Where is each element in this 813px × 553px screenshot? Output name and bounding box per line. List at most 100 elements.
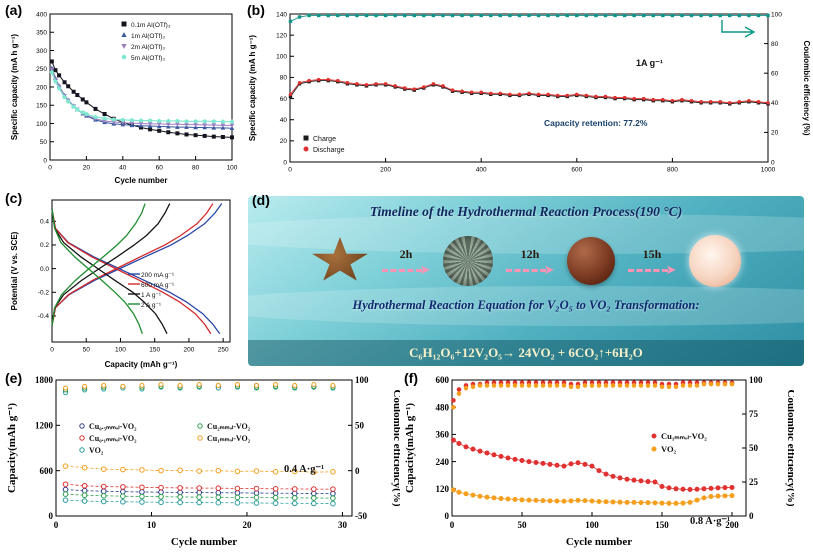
svg-text:Coulombic efficiency (%): Coulombic efficiency (%) [802, 40, 810, 135]
svg-text:120: 120 [276, 32, 287, 39]
step-2h-label: 2h [399, 247, 413, 261]
svg-text:200 mA g⁻¹: 200 mA g⁻¹ [141, 272, 175, 279]
svg-text:0: 0 [50, 347, 54, 354]
svg-text:Discharge: Discharge [313, 147, 345, 154]
svg-text:Cycle number: Cycle number [171, 536, 237, 548]
svg-text:1A g⁻¹: 1A g⁻¹ [636, 58, 663, 68]
svg-text:-50: -50 [355, 511, 367, 521]
svg-text:0: 0 [445, 511, 450, 521]
svg-text:480: 480 [436, 402, 450, 412]
step-12h-label: 12h [520, 247, 540, 261]
svg-text:Capacity(mAh g⁻¹): Capacity(mAh g⁻¹) [6, 403, 18, 493]
svg-text:600: 600 [40, 466, 54, 476]
svg-text:200: 200 [36, 84, 47, 91]
svg-text:Cu₁ₘₘₒₗ-VO₂: Cu₁ₘₘₒₗ-VO₂ [207, 434, 251, 443]
svg-text:0: 0 [283, 159, 287, 166]
step-2h: 2h ➤ [375, 247, 437, 277]
svg-text:40: 40 [771, 100, 779, 107]
svg-text:Capacity retention: 77.2%: Capacity retention: 77.2% [544, 118, 648, 128]
microsphere-intermediate-image [567, 237, 615, 285]
svg-text:Cycle number: Cycle number [566, 536, 632, 548]
svg-text:25: 25 [749, 477, 759, 487]
svg-text:350: 350 [36, 30, 47, 37]
panel-f-chart: 0 50 100 150 200 0 120 240 360 480 600 0 25 50 75 100 Cy… [402, 372, 797, 553]
svg-text:Coulombic efficiency(%): Coulombic efficiency(%) [785, 390, 794, 507]
svg-text:10: 10 [147, 520, 157, 530]
svg-text:60: 60 [156, 165, 164, 172]
svg-text:Specific capacity (mA h g⁻¹): Specific capacity (mA h g⁻¹) [10, 34, 19, 141]
svg-text:VO₂: VO₂ [661, 444, 677, 454]
equation-band: C₆H₁₂O₆+12V₂O₅→ 24VO₂ + 6CO₂↑+6H₂O [248, 340, 804, 366]
panel-e-label: (e) [5, 370, 23, 386]
panel-f-label: (f) [404, 370, 418, 386]
svg-text:60: 60 [280, 96, 288, 103]
svg-text:100: 100 [749, 375, 763, 385]
svg-text:80: 80 [771, 41, 779, 48]
svg-text:140: 140 [276, 11, 287, 18]
panel-c-label: (c) [5, 190, 23, 206]
svg-text:40: 40 [280, 117, 288, 124]
svg-text:VO₂: VO₂ [89, 446, 104, 455]
svg-text:Capacity(mAh g⁻¹): Capacity(mAh g⁻¹) [404, 403, 416, 493]
svg-text:100: 100 [115, 347, 126, 354]
svg-text:-0.4: -0.4 [38, 313, 50, 320]
svg-text:1m Al(OTf)₃: 1m Al(OTf)₃ [131, 33, 165, 40]
svg-text:0.4 A·g⁻¹: 0.4 A·g⁻¹ [284, 464, 324, 475]
flower-product-image [689, 235, 741, 287]
illustration-title: Timeline of the Hydrothermal Reaction Pr… [369, 204, 683, 219]
svg-text:1800: 1800 [35, 375, 54, 385]
svg-text:Cu₀.₁ₘₘₒₗ-VO₂: Cu₀.₁ₘₘₒₗ-VO₂ [89, 434, 137, 443]
svg-text:50: 50 [518, 520, 528, 530]
svg-text:200: 200 [380, 167, 391, 174]
svg-text:120: 120 [436, 484, 450, 494]
svg-text:0.8 A·g⁻¹: 0.8 A·g⁻¹ [690, 516, 730, 527]
svg-text:20: 20 [242, 520, 252, 530]
arrow-dash [505, 268, 546, 272]
svg-text:0: 0 [355, 466, 360, 476]
svg-text:150: 150 [36, 103, 47, 110]
svg-text:150: 150 [655, 520, 669, 530]
svg-text:400: 400 [476, 167, 487, 174]
svg-text:20: 20 [83, 165, 91, 172]
svg-text:300: 300 [36, 48, 47, 55]
panel-a-chart: 0 20 40 60 80 100 0 50 100 150 200 250 300 350 400 Cycl… [6, 4, 240, 193]
svg-text:0: 0 [288, 167, 292, 174]
svg-text:60: 60 [771, 70, 779, 77]
arrow-head-icon: ➤ [543, 262, 555, 277]
svg-text:100: 100 [227, 165, 238, 172]
equation-title: Hydrothermal Reaction Equation for V₂O₅ … [352, 298, 700, 312]
panel-e-chart: 0 10 20 30 0 600 1200 1800 -50 0 50 100 Cycle number… [4, 372, 403, 553]
svg-text:80: 80 [192, 165, 200, 172]
arrow-head-icon: ➤ [665, 262, 677, 277]
svg-text:0: 0 [49, 511, 54, 521]
svg-text:0: 0 [749, 511, 754, 521]
svg-text:20: 20 [771, 130, 779, 137]
svg-text:0.1m Al(OTf)₃: 0.1m Al(OTf)₃ [131, 22, 171, 29]
svg-text:0: 0 [450, 520, 455, 530]
svg-text:400: 400 [36, 11, 47, 18]
svg-text:2m Al(OTf)₃: 2m Al(OTf)₃ [131, 44, 165, 51]
panel-d-label: (d) [252, 192, 270, 208]
arrow-head-icon: ➤ [419, 262, 431, 277]
svg-text:Charge: Charge [313, 136, 336, 143]
svg-text:600: 600 [571, 167, 582, 174]
svg-text:250: 250 [218, 347, 229, 354]
svg-text:50: 50 [749, 443, 759, 453]
reaction-timeline: 2h ➤ 12h ➤ 15h ➤ [248, 228, 804, 294]
svg-text:360: 360 [436, 430, 450, 440]
svg-text:1200: 1200 [35, 420, 54, 430]
svg-text:0.2: 0.2 [40, 242, 49, 249]
svg-text:50: 50 [355, 420, 365, 430]
svg-text:Cu₀.₅ₘₘₒₗ-VO₂: Cu₀.₅ₘₘₒₗ-VO₂ [89, 422, 137, 431]
svg-text:Coulombic efficiency(%): Coulombic efficiency(%) [391, 390, 400, 507]
svg-text:600: 600 [436, 375, 450, 385]
svg-text:0: 0 [54, 520, 59, 530]
svg-text:75: 75 [749, 409, 759, 419]
svg-text:150: 150 [149, 347, 160, 354]
step-15h: 15h ➤ [621, 247, 683, 277]
svg-text:Cycle number: Cycle number [115, 176, 168, 185]
svg-text:100: 100 [36, 121, 47, 128]
svg-text:5m Al(OTf)₃: 5m Al(OTf)₃ [131, 55, 165, 62]
svg-text:80: 80 [280, 75, 288, 82]
